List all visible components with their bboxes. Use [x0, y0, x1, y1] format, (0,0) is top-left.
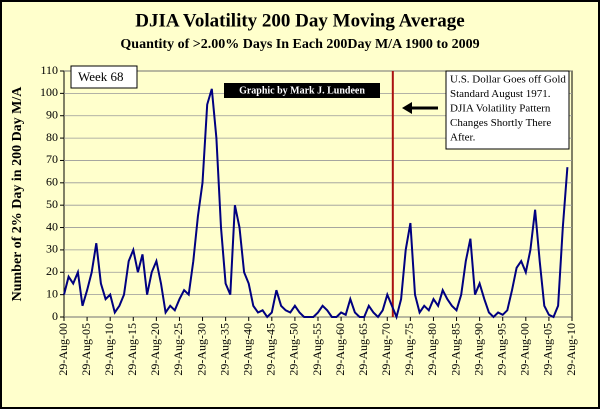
x-tick-label: 29-Aug-10 [102, 323, 116, 376]
x-tick-label: 29-Aug-05 [541, 323, 555, 376]
x-tick-label: 29-Aug-25 [171, 323, 185, 376]
x-tick-label: 29-Aug-55 [310, 323, 324, 376]
y-tick-label: 40 [46, 219, 58, 233]
y-tick-label: 110 [40, 63, 58, 77]
note-line: After. [450, 132, 476, 144]
x-tick-label: 29-Aug-85 [448, 323, 462, 376]
y-tick-label: 30 [46, 242, 58, 256]
credit-label: Graphic by Mark J. Lundeen [239, 85, 365, 96]
y-axis-label: Number of 2% Day in 200 Day M/A [10, 86, 25, 302]
x-tick-label: 29-Aug-10 [564, 323, 578, 376]
x-tick-label: 29-Aug-00 [518, 323, 532, 376]
credit-box [224, 83, 380, 98]
x-tick-label: 29-Aug-05 [79, 323, 93, 376]
x-tick-label: 29-Aug-40 [240, 323, 254, 376]
x-tick-label: 29-Aug-75 [402, 323, 416, 376]
note-line: U.S. Dollar Goes off Gold [450, 74, 566, 86]
y-tick-label: 60 [46, 175, 58, 189]
x-tick-label: 29-Aug-20 [148, 323, 162, 376]
note-line: Changes Shortly There [450, 117, 551, 129]
x-tick-label: 29-Aug-15 [125, 323, 139, 376]
y-tick-label: 0 [52, 309, 58, 323]
x-tick-label: 29-Aug-65 [356, 323, 370, 376]
x-tick-label: 29-Aug-00 [56, 323, 70, 376]
x-tick-label: 29-Aug-80 [425, 323, 439, 376]
note-arrow-head [402, 102, 412, 114]
week-label: Week 68 [78, 69, 124, 84]
x-tick-label: 29-Aug-50 [287, 323, 301, 376]
x-tick-label: 29-Aug-35 [217, 323, 231, 376]
y-tick-label: 100 [40, 85, 58, 99]
y-tick-label: 50 [46, 197, 58, 211]
x-tick-label: 29-Aug-70 [379, 323, 393, 376]
data-line [63, 88, 569, 321]
y-tick-label: 20 [46, 264, 58, 278]
x-tick-label: 29-Aug-95 [494, 323, 508, 376]
chart-subtitle: Quantity of >2.00% Days In Each 200Day M… [120, 37, 479, 52]
week-box [70, 65, 138, 89]
note-line: DJIA Volatility Pattern [450, 103, 551, 115]
y-tick-label: 70 [46, 152, 58, 166]
x-tick-label: 29-Aug-60 [333, 323, 347, 376]
y-tick-label: 10 [46, 286, 58, 300]
y-tick-label: 80 [46, 130, 58, 144]
note-box [445, 70, 570, 150]
x-tick-label: 29-Aug-45 [264, 323, 278, 376]
chart-title: DJIA Volatility 200 Day Moving Average [135, 10, 465, 31]
y-tick-label: 90 [46, 107, 58, 121]
note-line: Standard August 1971. [450, 88, 551, 100]
x-tick-label: 29-Aug-30 [194, 323, 208, 376]
x-tick-label: 29-Aug-90 [471, 323, 485, 376]
